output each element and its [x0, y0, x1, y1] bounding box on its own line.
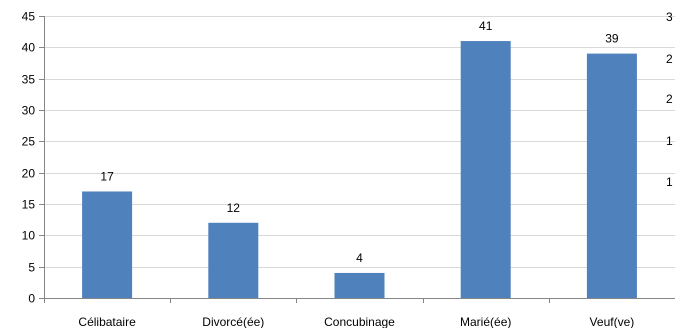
y-tick-label: 30 [22, 104, 36, 118]
right-axis-tick-label: 2 [666, 92, 673, 106]
y-tick-label: 25 [22, 135, 36, 149]
y-tick-label: 0 [28, 292, 35, 306]
bar [334, 272, 385, 298]
axes [39, 16, 675, 303]
y-axis-tick-labels: 0 5 10 15 20 25 30 35 40 45 [22, 10, 36, 306]
y-tick-label: 20 [22, 167, 36, 181]
bar [460, 41, 511, 299]
x-category-label: Célibataire [78, 315, 136, 328]
bar [586, 53, 637, 298]
x-category-label: Concubinage [324, 315, 395, 328]
right-axis-tick-label: 2 [666, 52, 673, 66]
data-label: 12 [227, 201, 241, 215]
right-axis-tick-label: 3 [666, 10, 673, 24]
y-tick-label: 10 [22, 229, 36, 243]
data-label: 39 [605, 32, 619, 46]
x-category-label: Veuf(ve) [590, 315, 635, 328]
y-tick-label: 45 [22, 10, 36, 24]
bar [82, 191, 133, 298]
gridlines [44, 16, 675, 268]
right-axis-tick-label: 1 [666, 134, 673, 148]
bars [82, 41, 637, 299]
x-axis-category-labels: Célibataire Divorcé(ée) Concubinage Marié(é… [78, 315, 634, 328]
y-tick-label: 15 [22, 198, 36, 212]
x-category-label: Marié(ée) [460, 315, 511, 328]
y-tick-label: 5 [28, 261, 35, 275]
data-label: 4 [356, 251, 363, 265]
x-category-label: Divorcé(ée) [202, 315, 264, 328]
data-labels: 17 12 4 41 39 [100, 19, 618, 265]
data-label: 17 [100, 169, 114, 183]
y-tick-label: 35 [22, 73, 36, 87]
right-axis-tick-labels: 3 2 2 1 1 [666, 10, 673, 189]
data-label: 41 [479, 19, 493, 33]
right-axis-tick-label: 1 [666, 175, 673, 189]
bar [208, 222, 259, 298]
y-tick-label: 40 [22, 41, 36, 55]
